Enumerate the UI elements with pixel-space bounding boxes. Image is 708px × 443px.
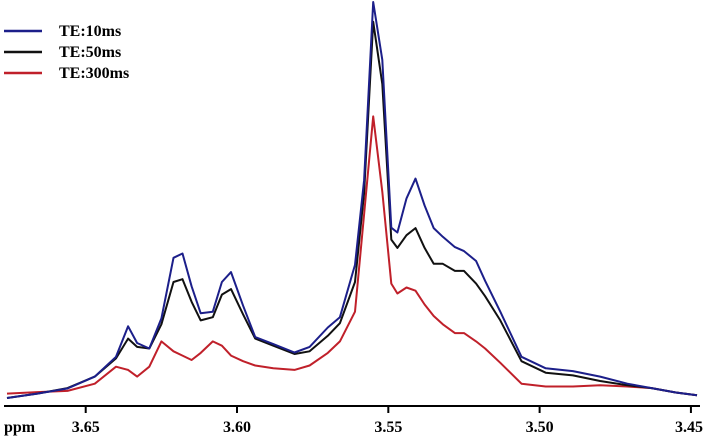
legend-label: TE:50ms bbox=[59, 44, 121, 61]
x-tick-label: 3.60 bbox=[223, 419, 251, 436]
series-line-2 bbox=[6, 20, 698, 399]
x-tick-label: 3.55 bbox=[374, 419, 402, 436]
plot-area bbox=[6, 1, 698, 399]
series-line-3 bbox=[6, 115, 698, 397]
x-axis-unit-label: ppm bbox=[4, 419, 36, 436]
series-line-1 bbox=[6, 1, 698, 399]
legend-label: TE:10ms bbox=[59, 23, 121, 40]
legend: TE:10ms TE:50ms TE:300ms bbox=[4, 23, 129, 82]
x-tick-label: 3.50 bbox=[526, 419, 554, 436]
x-tick-label: 3.45 bbox=[675, 419, 703, 436]
x-tick-label: 3.65 bbox=[72, 419, 100, 436]
x-axis: 3.65 3.60 3.55 3.50 3.45 ppm bbox=[4, 405, 703, 436]
x-axis-ticks: 3.65 3.60 3.55 3.50 3.45 bbox=[72, 406, 703, 436]
legend-label: TE:300ms bbox=[59, 65, 129, 82]
